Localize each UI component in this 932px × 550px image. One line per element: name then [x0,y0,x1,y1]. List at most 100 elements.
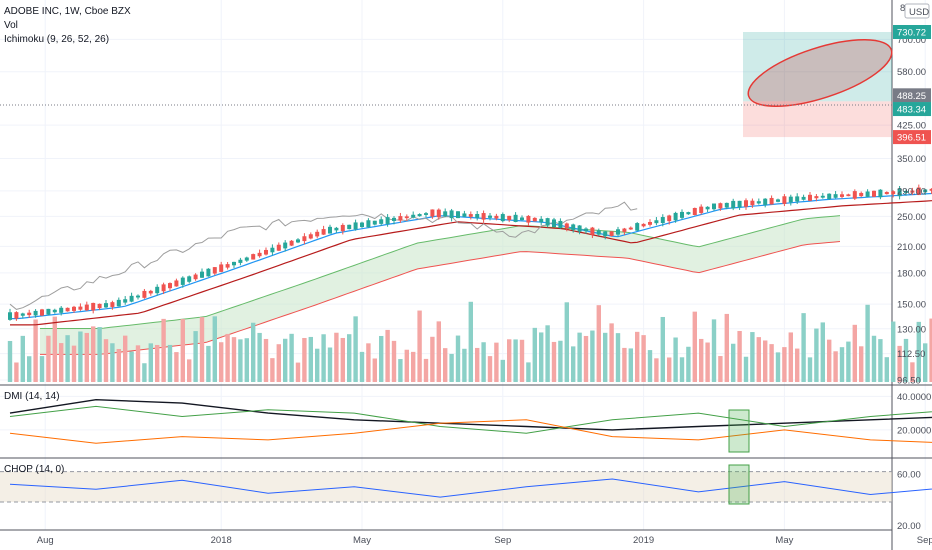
currency-label[interactable]: USD [909,7,929,18]
candle-body [161,284,166,292]
candle-body [72,306,76,311]
candle-body [603,231,608,237]
candle-body [494,215,499,219]
candle-body [264,249,268,255]
cloud-fill [40,215,840,355]
candle-body [596,230,601,235]
volume-bar [436,321,441,382]
candle-body [193,274,198,280]
y-tick-label: 112.50 [897,349,925,360]
candle-body [200,271,204,278]
volume-bar [142,363,147,382]
highlight-ellipse[interactable] [741,26,899,120]
candle-body [14,312,19,319]
y-tick-label: 350.00 [897,154,926,165]
volume-bars [7,301,932,382]
candle-body [840,194,844,197]
volume-bar [628,348,633,382]
volume-bar [513,339,518,382]
time-axis[interactable]: Aug2018MaySep2019MaySep2020MaySep2021May… [37,535,932,546]
chop-highlight-box[interactable] [728,464,750,505]
candle-body [372,220,377,225]
ichimoku-cloud [40,215,841,355]
price-axis[interactable]: 700.00 580.00 425.00 350.00 290.00 250.00 210.… [893,25,931,387]
volume-bar [251,322,256,382]
candle-body [552,219,556,228]
candle-body [46,308,51,315]
volume-bar [135,345,141,382]
candle-body [296,239,300,243]
candle-body [424,213,428,215]
candle-body [174,280,179,287]
candle-body [123,299,128,303]
volume-bar [411,351,416,382]
volume-bar [155,344,160,382]
scale-badge[interactable]: 8 [900,3,905,14]
candle-body [532,217,537,222]
candle-body [763,198,768,205]
grid-lines [0,0,926,530]
candle-body [590,227,595,235]
volume-bar [814,328,819,382]
volume-bar [571,346,576,382]
candle-body [788,196,793,203]
candle-body [500,214,505,222]
volume-bar [622,347,627,382]
volume-bar [449,353,454,382]
candle-body [692,207,697,216]
candle-body [481,213,486,220]
candle-body [865,191,870,197]
volume-bar [462,348,467,382]
volume-bar [865,304,870,382]
candle-body [315,231,320,237]
y-tick-label: 250.00 [897,212,926,223]
candle-body [526,215,531,223]
volume-bar [366,343,371,382]
volume-bar [795,348,800,382]
volume-bar [91,326,96,382]
volume-bar [167,344,173,382]
candle-body [558,220,563,229]
candle-body [212,267,217,274]
chop-pane[interactable]: 60.00 20.00 [0,469,932,532]
candle-body [65,307,70,312]
volume-bar [577,332,582,382]
volume-bar [97,327,102,382]
volume-bar [673,337,678,382]
dmi-highlight-box[interactable] [728,409,750,453]
volume-bar [807,357,813,382]
volume-bar [423,358,429,382]
candle-body [91,302,96,311]
price-tag-label-last_green: 483.34 [897,105,926,116]
candle-body [187,276,192,282]
candle-body [468,214,473,217]
long-position-tool[interactable] [743,32,892,138]
volume-bar [27,356,32,382]
candle-body [827,193,832,200]
volume-bar [820,322,825,382]
candle-body [328,226,332,234]
candle-body [392,217,396,221]
y-tick-label: 580.00 [897,67,926,78]
candle-body [872,190,876,197]
volume-bar [859,346,864,382]
volume-bar [71,345,77,382]
dmi-legend: DMI (14, 14) [4,391,60,402]
candle-body [539,218,544,223]
candle-body [289,240,294,246]
currency-box[interactable] [904,3,930,19]
candle-body [878,189,883,198]
candle-body [20,313,25,316]
dmi-pane[interactable]: 40.0000 20.0000 [9,392,932,444]
candle-body [251,254,256,260]
candle-body [910,190,915,193]
volume-legend: Vol [4,20,18,31]
candle-body [436,209,441,218]
volume-bar [206,345,211,382]
candle-body [891,191,896,195]
candle-body [27,312,32,316]
chop-y-tick: 20.00 [897,521,921,532]
volume-bar [148,343,153,382]
y-tick-label: 130.00 [897,324,926,335]
